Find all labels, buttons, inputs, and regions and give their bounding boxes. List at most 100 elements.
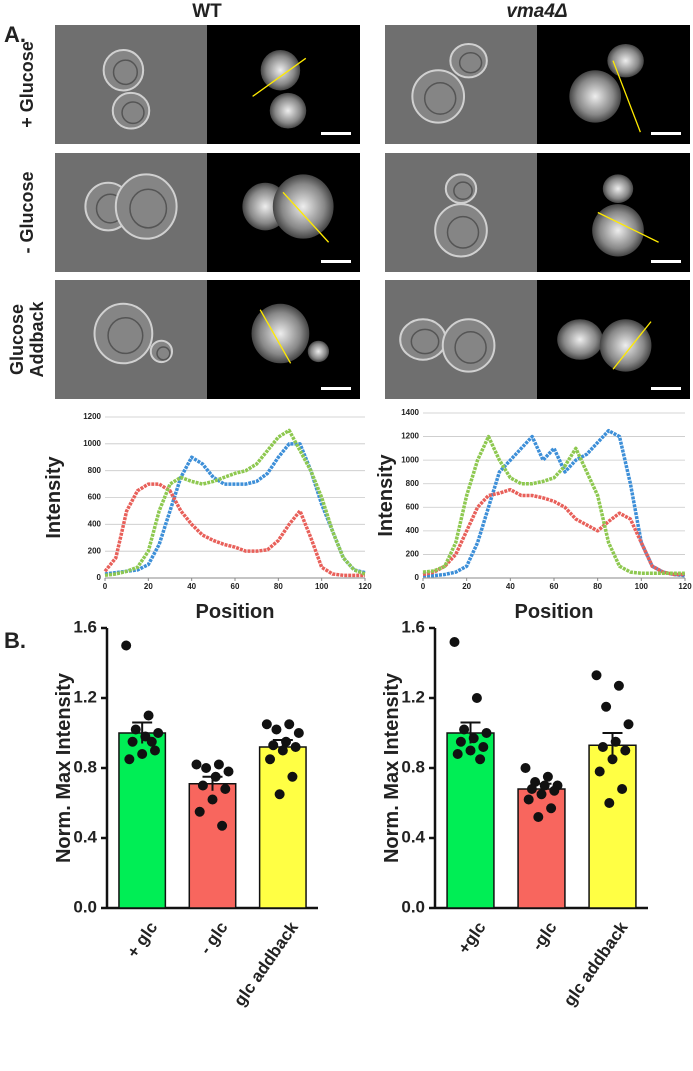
- data-point: [261, 719, 272, 730]
- data-point: [194, 806, 205, 817]
- profile-line: [282, 191, 330, 243]
- x-axis-label: Position: [515, 601, 594, 623]
- data-point: [468, 733, 479, 744]
- data-point: [130, 724, 141, 735]
- x-axis-label: Position: [196, 601, 275, 623]
- y-tick-label: 200: [406, 550, 420, 559]
- intensity-profile: [103, 482, 365, 578]
- scale-bar: [651, 260, 681, 263]
- data-point: [597, 742, 608, 752]
- data-point: [459, 724, 470, 735]
- data-point: [265, 754, 276, 765]
- cell-vacuole: [410, 328, 440, 355]
- y-tick-label: 0.4: [73, 827, 97, 846]
- x-tick-label: 20: [144, 582, 153, 591]
- cell: [111, 91, 151, 130]
- cell-vacuole: [446, 215, 480, 249]
- x-tick-label: 120: [358, 582, 372, 591]
- y-tick-label: 0.0: [73, 897, 97, 916]
- y-tick-label: 800: [406, 479, 420, 488]
- data-point: [549, 785, 560, 796]
- data-point: [475, 754, 486, 765]
- bar: [258, 746, 307, 909]
- x-tick-label: -glc: [528, 918, 561, 954]
- x-tick-label: 60: [550, 582, 559, 591]
- data-point: [536, 789, 547, 800]
- cell-fluorescence: [307, 340, 330, 363]
- y-tick-label: 600: [88, 493, 102, 502]
- x-tick-label: + glc: [123, 918, 161, 961]
- cell-fluorescence: [569, 70, 622, 123]
- y-tick-label: 1.6: [73, 617, 97, 636]
- y-tick-label: 200: [88, 546, 102, 555]
- data-point: [449, 637, 460, 647]
- data-point: [124, 754, 135, 765]
- data-point: [607, 754, 618, 765]
- data-point: [455, 736, 466, 747]
- cell: [93, 302, 154, 365]
- data-point: [271, 724, 282, 735]
- column-title: vma4Δ: [506, 1, 567, 22]
- data-point: [223, 766, 234, 777]
- cell-vacuole: [156, 346, 171, 361]
- data-point: [452, 749, 463, 759]
- y-tick-label: 1200: [401, 432, 419, 441]
- x-tick-label: 80: [593, 582, 602, 591]
- cell-fluorescence: [607, 44, 644, 78]
- x-tick-label: 40: [506, 582, 515, 591]
- data-point: [210, 771, 221, 782]
- data-point: [533, 812, 544, 822]
- x-tick-label: 60: [231, 582, 240, 591]
- cell-fluorescence: [599, 319, 652, 372]
- data-point: [277, 745, 288, 756]
- cell-vacuole: [423, 81, 457, 115]
- scale-bar: [321, 132, 351, 135]
- intensity-profile: [104, 442, 366, 576]
- cell-vacuole: [121, 101, 145, 125]
- cell-vacuole: [454, 330, 487, 364]
- y-tick-label: 0: [415, 573, 420, 582]
- y-axis-label: Intensity: [43, 456, 65, 539]
- data-point: [526, 784, 537, 794]
- column-title: WT: [192, 1, 222, 22]
- row-label: Glucose: [7, 304, 27, 375]
- intensity-profile: [422, 434, 685, 576]
- data-point: [293, 728, 304, 738]
- scale-bar: [321, 387, 351, 390]
- y-tick-label: 1.6: [401, 617, 425, 636]
- y-axis-label: Norm. Max Intensity: [53, 672, 75, 863]
- cell-vacuole: [129, 188, 168, 229]
- cell-fluorescence: [602, 174, 634, 203]
- data-point: [478, 742, 489, 752]
- y-tick-label: 600: [406, 502, 420, 511]
- cell: [444, 173, 478, 204]
- y-tick-label: 0.8: [73, 757, 97, 776]
- x-tick-label: 100: [315, 582, 329, 591]
- row-label: Addback: [27, 301, 47, 378]
- data-point: [281, 736, 292, 747]
- cell-vacuole: [453, 181, 473, 201]
- profile-line: [252, 57, 307, 97]
- y-tick-label: 1000: [401, 455, 419, 464]
- x-tick-label: glc addback: [560, 918, 632, 1010]
- profile-line: [597, 211, 659, 243]
- cell-vacuole: [458, 51, 483, 74]
- cell: [149, 339, 174, 364]
- cell-fluorescence: [269, 92, 307, 129]
- data-point: [149, 745, 160, 756]
- data-point: [197, 780, 208, 791]
- cell: [449, 43, 488, 79]
- data-point: [137, 749, 148, 759]
- y-tick-label: 400: [406, 526, 420, 535]
- data-point: [594, 766, 605, 777]
- data-point: [601, 701, 612, 712]
- data-point: [274, 789, 285, 800]
- data-point: [213, 759, 224, 770]
- profile-line: [612, 60, 641, 133]
- data-point: [471, 693, 482, 703]
- cell-fluorescence: [251, 303, 310, 364]
- y-tick-label: 1400: [401, 408, 419, 417]
- data-point: [613, 680, 624, 691]
- y-tick-label: 1.2: [73, 687, 97, 706]
